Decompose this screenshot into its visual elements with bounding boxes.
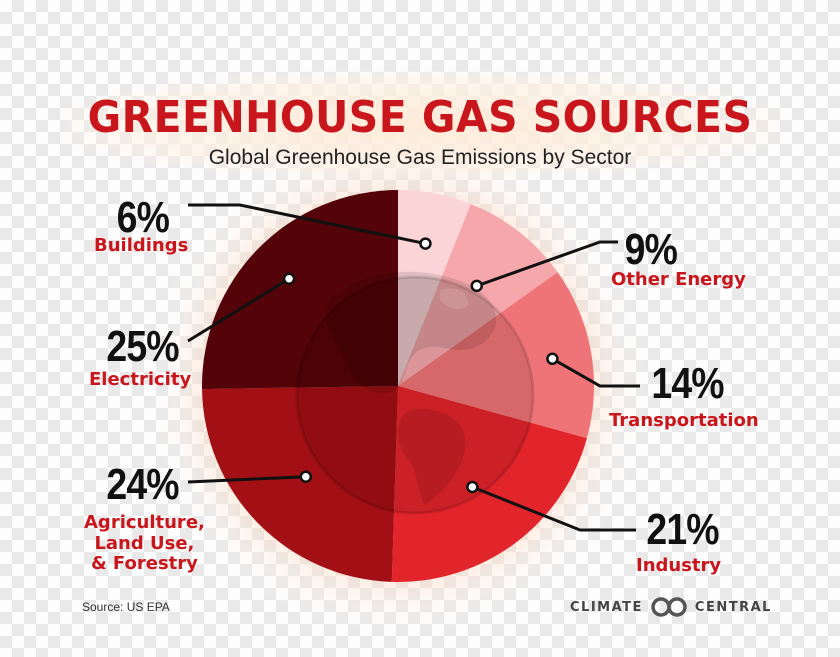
- label-agriculture-line-2: Land Use,: [94, 532, 195, 554]
- leader-dot-transportation: [546, 352, 559, 366]
- climate-central-logo-icon: [651, 597, 687, 617]
- pie-slice-electricity: [202, 190, 398, 390]
- leader-line-transportation: [551, 357, 640, 388]
- brand-left-text: CLIMATE: [570, 599, 643, 615]
- leader-line-buildings: [188, 203, 426, 246]
- label-other-energy: Other Energy: [611, 269, 746, 290]
- label-agriculture-line-1: Agriculture,: [84, 512, 205, 533]
- leader-line-electricity: [187, 277, 290, 343]
- leader-dot-industry: [466, 480, 479, 494]
- label-buildings: Buildings: [94, 235, 189, 256]
- brand-right-text: CENTRAL: [694, 599, 772, 615]
- leader-line-industry: [471, 485, 636, 532]
- source-note: Source: US EPA: [82, 600, 170, 614]
- pct-transportation: 14%: [651, 359, 724, 408]
- globe-icon: [295, 271, 535, 515]
- label-electricity: Electricity: [89, 369, 192, 390]
- leader-dot-agriculture-land-use-forestry: [299, 470, 313, 483]
- pct-electricity: 25%: [106, 322, 179, 371]
- pct-other-energy: 9%: [624, 225, 678, 274]
- brand-logo: CLIMATE CENTRAL: [570, 597, 772, 617]
- chart-subtitle: Global Greenhouse Gas Emissions by Secto…: [208, 146, 632, 169]
- pie-slice-buildings: [398, 190, 471, 386]
- leader-dot-other-energy: [470, 279, 484, 293]
- pct-buildings: 6%: [116, 193, 170, 242]
- chart-title: GREENHOUSE GAS SOURCES: [87, 92, 753, 143]
- label-agriculture-line-3: & Forestry: [90, 553, 198, 575]
- leader-line-other-energy: [476, 240, 618, 288]
- leader-dot-electricity: [282, 272, 296, 286]
- leader-line-agriculture-land-use-forestry: [187, 475, 306, 484]
- pie-slice-transportation: [398, 272, 595, 439]
- pct-agriculture: 24%: [106, 460, 179, 509]
- label-agriculture: Agriculture, Land Use, & Forestry: [84, 512, 205, 575]
- pct-industry: 21%: [646, 505, 719, 554]
- label-industry: Industry: [636, 555, 722, 576]
- label-transportation: Transportation: [609, 410, 759, 431]
- leader-dot-buildings: [419, 237, 432, 250]
- title-glow: [60, 70, 780, 180]
- pie-slice-agriculture-land-use-forestry: [202, 386, 398, 582]
- pie-slice-industry: [391, 386, 587, 582]
- pie-slice-other-energy: [398, 204, 558, 386]
